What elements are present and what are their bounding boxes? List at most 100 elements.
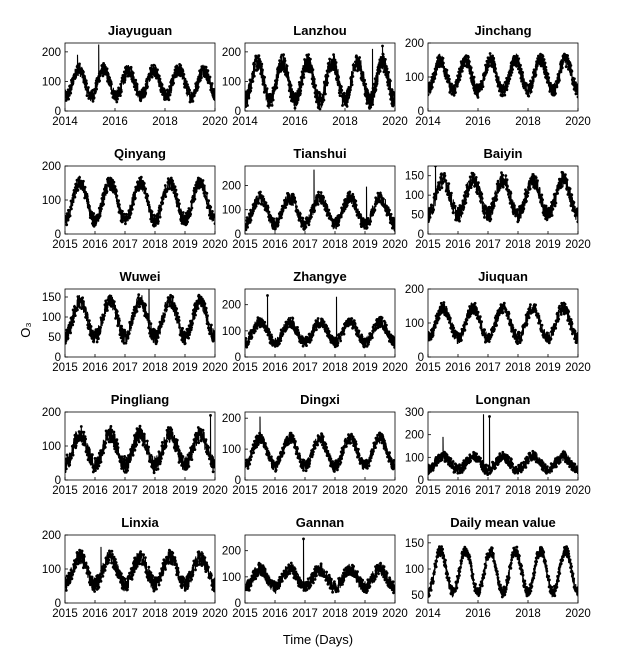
data-point xyxy=(131,71,135,75)
data-point xyxy=(504,81,508,85)
data-point xyxy=(334,216,338,220)
data-point xyxy=(144,556,147,559)
data-point xyxy=(371,213,375,217)
data-point xyxy=(166,433,169,437)
data-point xyxy=(332,63,336,66)
data-point xyxy=(351,71,354,75)
data-point xyxy=(519,63,522,67)
data-point xyxy=(547,76,551,79)
data-point xyxy=(289,89,293,93)
data-point xyxy=(561,60,564,64)
data-point xyxy=(343,326,347,330)
data-point xyxy=(117,576,121,579)
data-point xyxy=(285,320,289,324)
data-point xyxy=(568,66,571,69)
data-point xyxy=(321,100,324,104)
data-point xyxy=(203,302,207,306)
data-point xyxy=(85,192,89,196)
data-point xyxy=(94,584,98,588)
x-tick-label: 2017 xyxy=(112,485,138,497)
data-point xyxy=(108,185,111,188)
x-tick-label: 2015 xyxy=(232,485,258,497)
data-point xyxy=(90,575,94,579)
data-point xyxy=(136,296,140,299)
panel-title: Pingliang xyxy=(111,392,170,407)
data-point xyxy=(458,72,462,76)
axes-box xyxy=(427,42,579,112)
data-point xyxy=(118,203,121,207)
data-point xyxy=(211,470,215,474)
data-point xyxy=(389,97,393,101)
data-point xyxy=(170,188,174,192)
data-point xyxy=(538,319,542,323)
data-point xyxy=(167,560,171,564)
y-tick-label: 100 xyxy=(405,452,424,464)
data-point xyxy=(266,206,270,209)
data-point xyxy=(108,430,111,434)
data-point xyxy=(562,309,565,313)
data-point xyxy=(320,96,323,100)
data-point xyxy=(149,454,153,457)
x-tick-label: 2015 xyxy=(415,362,441,374)
data-point xyxy=(537,54,540,58)
data-point xyxy=(566,193,570,196)
data-point xyxy=(304,225,308,229)
data-point xyxy=(136,183,140,187)
data-point xyxy=(124,330,127,334)
data-point xyxy=(114,561,118,564)
data-point xyxy=(177,452,181,456)
data-point xyxy=(162,191,166,194)
data-point xyxy=(460,69,464,73)
data-point xyxy=(106,309,109,312)
data-point xyxy=(354,207,357,211)
data-point xyxy=(179,329,183,333)
data-point xyxy=(161,93,165,96)
data-point xyxy=(115,100,119,104)
data-point xyxy=(112,555,116,559)
data-point xyxy=(137,293,141,297)
data-point xyxy=(115,438,119,442)
data-point xyxy=(178,211,182,215)
data-point xyxy=(556,73,560,76)
data-point xyxy=(76,295,80,298)
data-point xyxy=(78,559,82,562)
data-point xyxy=(463,466,467,470)
data-point xyxy=(530,80,533,84)
data-point xyxy=(200,76,203,80)
data-point xyxy=(551,91,555,95)
axes-box xyxy=(64,288,216,358)
data-point xyxy=(138,305,142,308)
data-point xyxy=(519,76,523,80)
data-point xyxy=(158,84,162,88)
axes-box xyxy=(244,288,396,358)
data-point xyxy=(440,455,444,459)
data-point xyxy=(126,69,130,73)
data-point xyxy=(363,78,366,82)
data-point xyxy=(390,340,393,344)
data-point xyxy=(198,74,202,77)
data-point xyxy=(469,66,473,70)
data-point xyxy=(299,216,303,220)
data-point xyxy=(252,74,256,78)
data-point xyxy=(286,76,290,80)
data-point xyxy=(524,188,527,192)
data-point xyxy=(248,462,252,466)
data-point xyxy=(272,339,275,343)
data-point xyxy=(283,202,287,206)
data-point xyxy=(478,89,481,93)
data-point xyxy=(121,76,125,80)
x-tick-label: 2018 xyxy=(142,485,168,497)
data-point xyxy=(517,57,521,60)
data-point xyxy=(288,196,291,200)
data-point xyxy=(336,81,340,84)
data-point xyxy=(128,460,132,463)
data-point xyxy=(206,314,209,318)
data-point xyxy=(543,210,547,214)
x-tick-label: 2015 xyxy=(52,485,78,497)
data-point xyxy=(92,212,96,215)
data-point xyxy=(526,457,529,461)
data-point xyxy=(310,77,314,81)
data-point xyxy=(337,75,340,79)
data-point xyxy=(475,307,478,311)
panel-title: Tianshui xyxy=(293,146,346,161)
